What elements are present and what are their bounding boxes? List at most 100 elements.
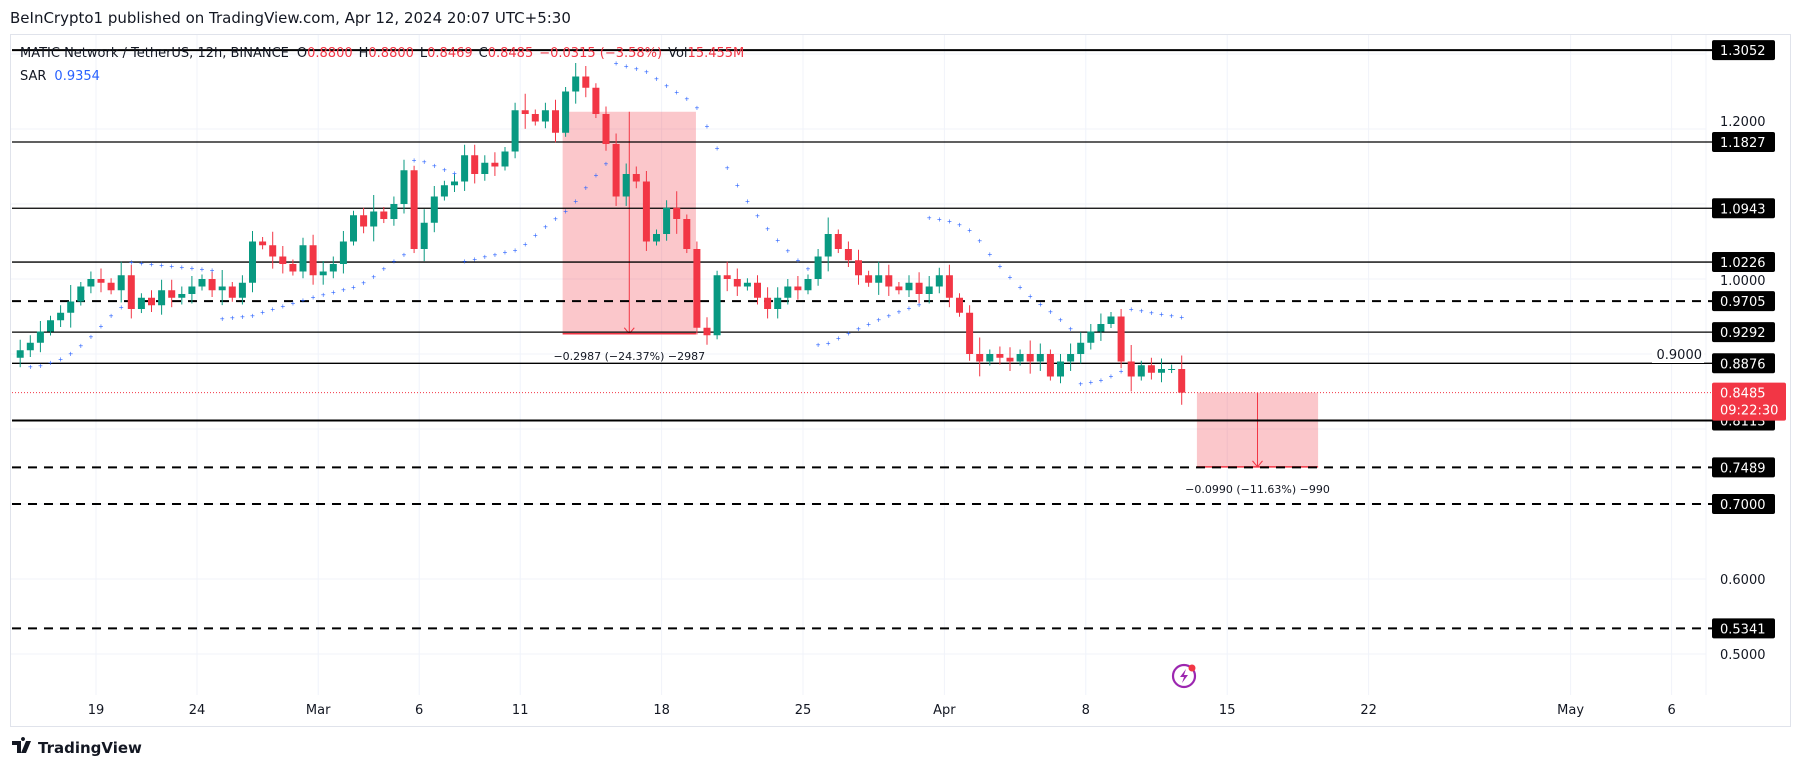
level-price-badge [1712,322,1775,343]
sar-dot: + [947,217,952,226]
sar-dot: + [1078,379,1083,388]
sar-dot: + [634,65,639,74]
lightning-icon[interactable] [1171,663,1197,689]
sar-dot: + [1159,310,1164,319]
candle-body [279,256,287,264]
sar-dot: + [1119,367,1124,376]
sar-dot: + [371,273,376,282]
sar-dot: + [604,160,609,169]
sar-dot: + [38,361,43,370]
candle-body [774,297,782,309]
sar-dot: + [765,224,770,233]
time-tick-label: 8 [1082,703,1090,718]
sar-label: SAR [20,69,46,84]
candle-body [855,260,862,276]
sar-dot: + [291,299,296,308]
candle-body [370,211,378,227]
candle-body [77,286,85,302]
legend: MATIC Network / TetherUS, 12h, BINANCE O0… [20,46,744,84]
arrow-down-icon [623,327,635,335]
sar-dot: + [624,62,629,71]
level-price-label: 0.8876 [1720,357,1766,372]
candle-body [824,234,832,257]
sar-dot: + [452,169,457,178]
sar-dot: + [796,256,801,265]
sar-dot: + [361,279,366,288]
level-price-badge [1712,131,1775,152]
candle-body [350,215,357,242]
candle-body [1158,369,1165,373]
sar-dot: + [836,334,841,343]
level-price-badge [1712,40,1775,61]
price-tick-label: 0.6000 [1720,573,1766,588]
sar-dot: + [614,59,619,68]
tradingview-logo[interactable]: TradingView [12,737,142,757]
sar-dot: + [68,350,73,359]
candle-body [228,286,236,298]
sar-value: 0.9354 [54,69,100,84]
level-price-badge [1712,457,1775,478]
candle-body [844,249,852,261]
sar-dot: + [301,296,306,305]
sar-dot: + [715,144,720,153]
sar-dot: + [179,263,184,272]
price-tick-backdrop [1652,347,1704,363]
sar-dot: + [78,341,83,350]
candle-body [915,282,923,294]
sar-dot: + [1139,307,1144,316]
sar-dot: + [573,197,578,206]
candle-body [97,279,105,283]
candle-body [562,91,570,133]
sar-dot: + [927,214,932,223]
candle-body [238,282,246,298]
level-price-label: 0.5341 [1720,622,1766,637]
time-tick-label: 19 [88,703,105,718]
candle-body [137,297,145,309]
candle-body [1147,365,1155,373]
sar-dot: + [987,250,992,259]
candle-body [117,275,125,291]
current-price-label: 0.8485 [1720,387,1766,402]
candle-body [339,241,347,264]
candle-body [451,181,458,186]
chart-frame [10,34,1791,727]
sar-dot: + [109,312,114,321]
candle-body [925,286,933,294]
candle-body [198,279,206,287]
candle-body [420,222,428,249]
sar-dot: + [876,316,881,325]
candle-body [875,275,883,283]
candle-body [511,110,519,152]
candle-body [360,215,368,227]
candle-body [1137,365,1145,377]
sar-dot: + [159,261,164,270]
sar-dot: + [543,223,548,232]
level-price-badge [1712,198,1775,219]
candle-body [632,174,640,182]
candle-body [531,114,539,122]
sar-dot: + [594,171,599,180]
sar-dot: + [917,300,922,309]
candle-body [552,110,559,133]
candle-body [592,87,600,114]
candle-body [309,245,317,276]
sar-dot: + [129,258,134,267]
candle-body [895,286,903,291]
sar-dot: + [381,264,386,273]
sar-dot: + [967,226,972,235]
candle-body [26,342,34,351]
candle-body [168,290,176,298]
candle-body [329,264,337,272]
sar-dot: + [1008,273,1013,282]
sar-dot: + [119,303,124,312]
time-tick-label: May [1557,703,1584,718]
candle-body [642,181,650,242]
svg-text:TradingView: TradingView [38,739,142,757]
sar-dot: + [1068,325,1073,334]
sar-dot: + [402,251,407,260]
candle-body [976,354,984,362]
sar-dot: + [1149,308,1154,317]
sar-dot: + [1048,307,1053,316]
measure-label: −0.0990 (−11.63%) −990 [1185,483,1330,496]
